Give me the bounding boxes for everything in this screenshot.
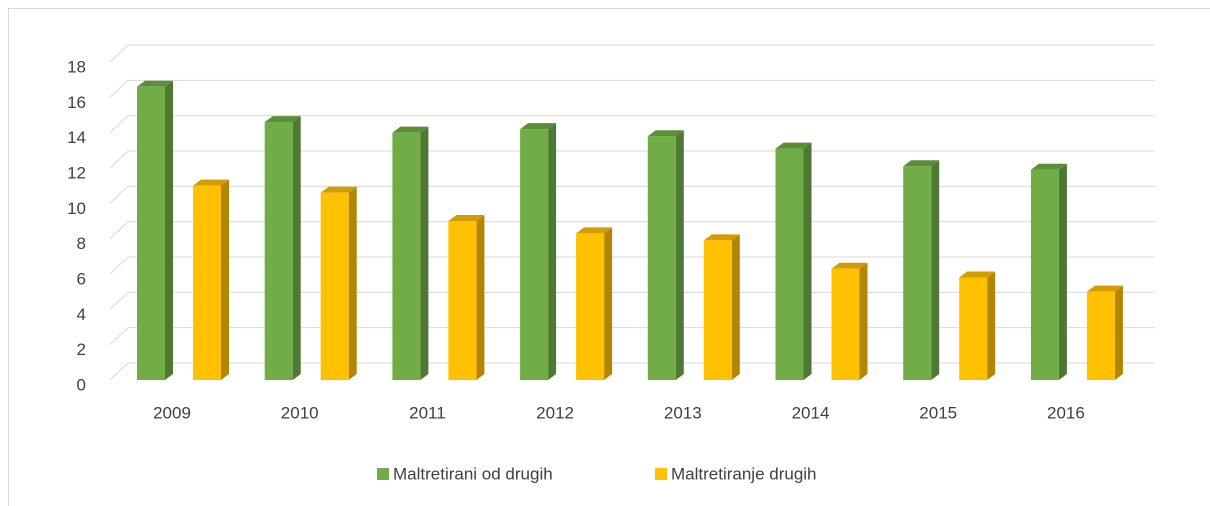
- bar-top: [137, 80, 173, 87]
- x-tick-label: 2014: [792, 403, 830, 422]
- bar-side: [604, 227, 613, 380]
- y-tick-label: 4: [77, 305, 86, 324]
- bar-top: [775, 142, 812, 149]
- bar-top: [1086, 285, 1123, 292]
- grid-line: [109, 291, 1155, 310]
- bar: [647, 130, 684, 380]
- bar-side: [221, 179, 229, 380]
- bar-front: [448, 221, 477, 380]
- bar: [703, 234, 740, 380]
- grid-line: [109, 115, 1155, 134]
- y-tick-label: 14: [67, 128, 86, 147]
- bar-top: [320, 186, 357, 193]
- bar-front: [959, 277, 988, 380]
- bar: [775, 142, 812, 380]
- legend-label: Maltretiranje drugih: [671, 464, 817, 483]
- bar-side: [165, 80, 173, 380]
- x-tick-label: 2009: [153, 403, 191, 422]
- bar-top: [448, 215, 485, 221]
- bar-front: [703, 240, 732, 380]
- bar-top: [392, 126, 429, 133]
- bar-side: [731, 234, 740, 380]
- bar: [520, 123, 557, 380]
- x-tick-label: 2010: [281, 403, 319, 422]
- grid-line: [109, 327, 1155, 346]
- bar-side: [548, 123, 557, 380]
- bar-side: [476, 215, 485, 380]
- bar-side: [859, 262, 868, 380]
- bar-top: [520, 123, 557, 130]
- bar-side: [1058, 163, 1067, 380]
- bar: [137, 80, 173, 380]
- bar-front: [775, 148, 804, 380]
- legend-swatch: [655, 468, 667, 480]
- bar: [1030, 163, 1067, 380]
- y-tick-label: 0: [77, 375, 86, 394]
- bar-side: [292, 116, 301, 381]
- bar: [448, 215, 485, 380]
- bar-front: [831, 268, 860, 380]
- bar: [1086, 285, 1123, 380]
- bar: [903, 160, 940, 380]
- x-tick-label: 2013: [664, 403, 702, 422]
- bar-side: [931, 160, 940, 380]
- y-tick-label: 12: [67, 163, 86, 182]
- y-tick-label: 10: [67, 199, 86, 218]
- grid-line: [109, 362, 1155, 381]
- y-tick-label: 16: [67, 93, 86, 112]
- bar-side: [348, 186, 357, 380]
- bar-front: [264, 122, 293, 381]
- bar-top: [903, 160, 940, 167]
- bar: [320, 186, 357, 380]
- bar-front: [647, 136, 676, 380]
- bar-front: [193, 185, 221, 380]
- bar-top: [703, 234, 740, 241]
- bar-front: [392, 132, 421, 380]
- bar-side: [420, 126, 429, 381]
- bar-top: [576, 227, 613, 234]
- bar-front: [320, 192, 349, 380]
- bar-side: [803, 142, 812, 380]
- grid-line: [109, 150, 1155, 169]
- bar-front: [520, 129, 549, 380]
- grid-line: [109, 221, 1155, 240]
- x-tick-label: 2016: [1047, 403, 1085, 422]
- bar-side: [987, 271, 996, 380]
- bar-front: [1030, 169, 1059, 380]
- bar-side: [1114, 285, 1123, 380]
- bar: [392, 126, 429, 381]
- bar-top: [647, 130, 684, 137]
- legend-swatch: [377, 468, 389, 480]
- bar-top: [193, 179, 229, 186]
- x-tick-label: 2011: [409, 403, 446, 422]
- y-tick-label: 2: [77, 340, 86, 359]
- bar: [264, 116, 301, 381]
- bar-top: [831, 262, 868, 269]
- grid-line: [109, 44, 1155, 63]
- legend-label: Maltretirani od drugih: [393, 464, 553, 483]
- x-tick-label: 2012: [536, 403, 574, 422]
- bar-top: [959, 271, 996, 278]
- y-tick-label: 18: [67, 57, 86, 76]
- bar: [959, 271, 996, 380]
- grid-line: [109, 185, 1155, 204]
- bar: [576, 227, 613, 380]
- bar-front: [903, 166, 932, 380]
- bar-front: [576, 233, 605, 380]
- bar-top: [264, 116, 301, 123]
- y-tick-label: 8: [77, 234, 86, 253]
- bar-front: [1086, 291, 1115, 380]
- x-tick-label: 2015: [919, 403, 957, 422]
- y-tick-label: 6: [77, 269, 86, 288]
- grid-line: [109, 79, 1155, 98]
- bar-front: [137, 86, 165, 380]
- bar: [831, 262, 868, 380]
- bar-side: [675, 130, 684, 380]
- bar-top: [1030, 163, 1067, 170]
- bar: [193, 179, 229, 380]
- grid-line: [109, 256, 1155, 275]
